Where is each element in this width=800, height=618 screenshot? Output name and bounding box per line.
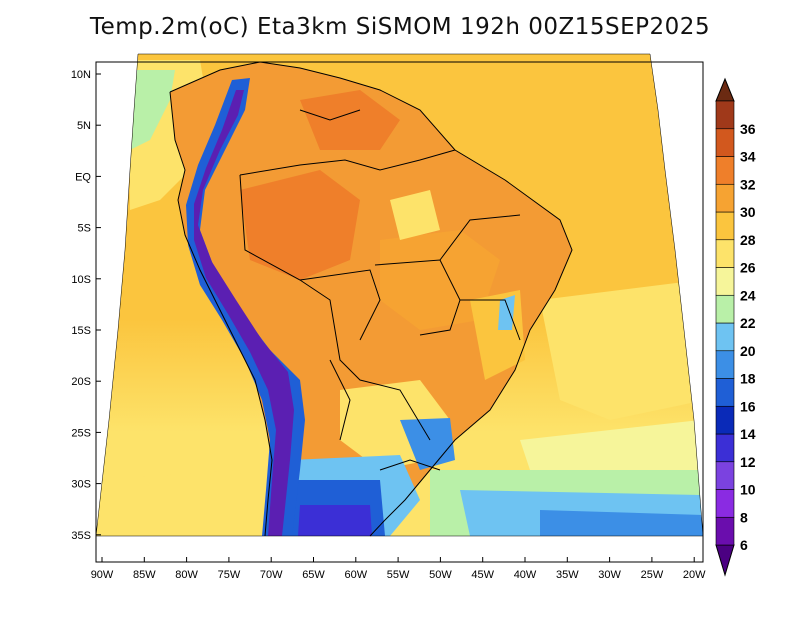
northern-hot-area — [300, 90, 400, 150]
lat-label: 5N — [77, 120, 91, 132]
colorbar-label: 24 — [740, 287, 756, 303]
colorbar-swatch — [715, 405, 735, 435]
central-brazil-area — [380, 230, 500, 330]
colorbar-bottom-arrow — [715, 544, 735, 577]
patagonia-colder — [298, 505, 372, 536]
lon-label: 45W — [471, 569, 494, 581]
lat-label: 5S — [78, 223, 91, 235]
map-title: Temp.2m(oC) Eta3km SiSMOM 192h 00Z15SEP2… — [89, 14, 711, 40]
longitude-axis: 90W 85W 80W 75W 70W 65W 60W 55W 50W 45W 40W 35W 30W 2… — [91, 557, 706, 581]
colorbar-swatch — [715, 267, 735, 296]
colorbar-swatch — [715, 322, 735, 352]
lon-label: 50W — [429, 569, 452, 581]
colorbar-swatch — [715, 516, 735, 546]
lon-label: 55W — [387, 569, 410, 581]
lon-label: 25W — [641, 569, 664, 581]
lat-label: 10N — [71, 69, 91, 81]
colorbar-swatch — [715, 183, 735, 213]
lon-label: 30W — [598, 569, 621, 581]
lon-label: 35W — [556, 569, 579, 581]
lon-label: 20W — [683, 569, 706, 581]
temperature-field — [96, 54, 703, 536]
colorbar-swatch — [715, 350, 735, 379]
coastline-west — [169, 91, 273, 537]
colorbar-swatch — [715, 294, 735, 324]
amazon-hot-area — [240, 170, 360, 280]
colorbar-swatch — [715, 156, 735, 185]
venezuela-border — [299, 109, 361, 121]
lon-label: 85W — [133, 569, 156, 581]
lon-label: 75W — [218, 569, 241, 581]
colorbar-swatch — [715, 461, 735, 490]
colorbar-label: 10 — [740, 482, 756, 498]
lat-label: 10S — [71, 274, 91, 286]
lon-label: 40W — [514, 569, 537, 581]
colorbar-label: 8 — [740, 509, 748, 525]
latitude-axis: 10N 5N EQ 5S 10S 15S 20S 25S 30S 35S — [71, 69, 101, 542]
south-pacific-mild — [96, 470, 250, 536]
lon-label: 60W — [344, 569, 367, 581]
colorbar-label: 6 — [740, 537, 748, 553]
colorbar-label: 28 — [740, 232, 756, 248]
map-frame — [95, 61, 704, 563]
lat-label: 25S — [71, 427, 91, 439]
central-cooler-spot — [390, 190, 440, 240]
colorbar-top-arrow — [715, 77, 735, 102]
lon-label: 65W — [302, 569, 325, 581]
colorbar-swatch — [715, 100, 735, 130]
colorbar-swatch — [715, 489, 735, 518]
colorbar-label: 26 — [740, 260, 756, 276]
lon-label: 70W — [260, 569, 283, 581]
colorbar-label: 12 — [740, 454, 756, 470]
colorbar-label: 32 — [740, 176, 756, 192]
colorbar-label: 34 — [740, 149, 756, 165]
colorbar-swatch — [715, 211, 735, 241]
brazil-north-border — [239, 149, 456, 176]
state-border-3 — [460, 299, 521, 341]
lon-label: 90W — [91, 569, 114, 581]
colorbar-swatch — [715, 239, 735, 268]
pacific-cool-band — [130, 70, 175, 150]
lat-label: EQ — [75, 171, 91, 183]
colorbar-label: 36 — [740, 121, 756, 137]
colorbar-swatch — [715, 128, 735, 157]
uruguay-border — [379, 459, 441, 471]
coastline-east — [169, 61, 573, 537]
lat-label: 30S — [71, 479, 91, 491]
political-borders — [169, 61, 573, 537]
colorbar-label: 16 — [740, 398, 756, 414]
colorbar-label: 30 — [740, 204, 756, 220]
colorbar-swatch — [715, 378, 735, 407]
colorbar-label: 20 — [740, 343, 756, 359]
lon-label: 80W — [175, 569, 198, 581]
lat-label: 20S — [71, 376, 91, 388]
colorbar-label: 14 — [740, 426, 756, 442]
colorbar-label: 18 — [740, 371, 756, 387]
lat-label: 35S — [71, 530, 91, 542]
lat-label: 15S — [71, 325, 91, 337]
paraguay-border — [329, 359, 351, 441]
colorbar-legend: 6 8 10 12 14 16 18 20 22 24 26 28 30 32 34 36 — [715, 77, 756, 577]
bolivia-border — [299, 269, 381, 341]
atlantic-mild-area — [540, 280, 703, 420]
state-border-2 — [439, 214, 521, 261]
colorbar-label: 22 — [740, 315, 756, 331]
brazil-west-border — [239, 174, 431, 441]
andes-cold-core — [194, 90, 294, 536]
coastal-cool-spot — [498, 295, 515, 330]
colorbar-swatch — [715, 433, 735, 463]
south-atlantic-blue — [540, 510, 703, 536]
